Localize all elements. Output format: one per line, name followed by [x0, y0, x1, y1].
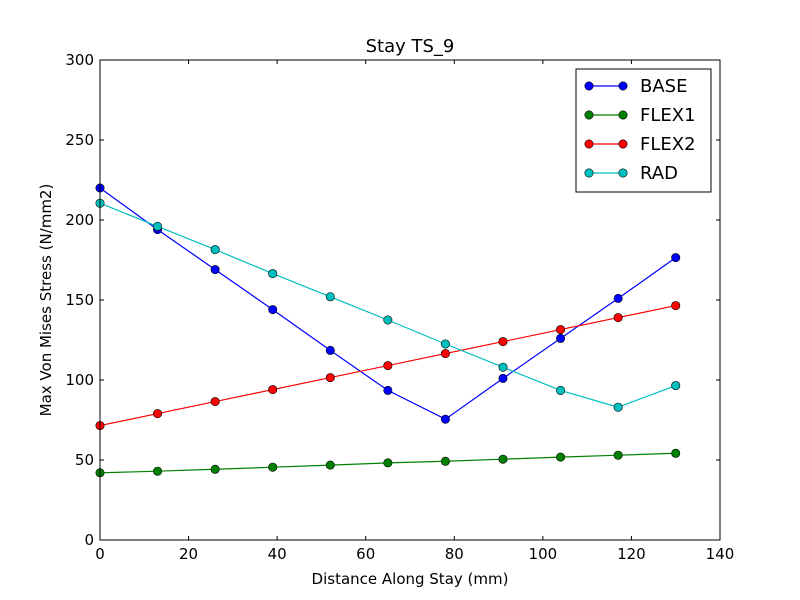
- x-tick-label: 20: [179, 545, 198, 563]
- legend-marker-rad: [584, 168, 594, 178]
- y-tick-label: 100: [65, 371, 94, 389]
- legend-marker-base: [618, 81, 628, 91]
- legend-label-base: BASE: [640, 76, 687, 97]
- data-point-base: [440, 414, 450, 424]
- chart-title: Stay TS_9: [366, 36, 455, 57]
- data-point-rad: [383, 315, 393, 325]
- x-tick-label: 60: [356, 545, 375, 563]
- series-layer: [95, 183, 681, 478]
- data-point-base: [498, 373, 508, 383]
- y-tick-label: 200: [65, 211, 94, 229]
- legend-marker-flex1: [584, 110, 594, 120]
- y-tick-label: 300: [65, 51, 94, 69]
- y-axis: 0 50 100 150 200 250 300: [65, 51, 720, 549]
- data-point-flex2: [153, 409, 163, 419]
- y-tick-label: 250: [65, 131, 94, 149]
- data-point-base: [613, 293, 623, 303]
- data-point-flex2: [671, 301, 681, 311]
- data-point-flex1: [498, 454, 508, 464]
- y-axis-label: Max Von Mises Stress (N/mm2): [37, 184, 55, 417]
- data-point-flex2: [613, 313, 623, 323]
- y-tick-label: 150: [65, 291, 94, 309]
- legend-label-flex1: FLEX1: [640, 105, 696, 126]
- data-point-flex2: [210, 397, 220, 407]
- data-point-base: [671, 253, 681, 263]
- data-point-flex2: [268, 385, 278, 395]
- data-point-rad: [325, 292, 335, 302]
- x-axis-label: Distance Along Stay (mm): [312, 570, 509, 588]
- data-point-rad: [153, 221, 163, 231]
- data-point-flex1: [440, 456, 450, 466]
- x-axis: 0 20 40 60 80 100 120 140: [95, 60, 734, 563]
- data-point-flex1: [153, 466, 163, 476]
- data-point-rad: [268, 269, 278, 279]
- x-tick-label: 40: [268, 545, 287, 563]
- legend-marker-base: [584, 81, 594, 91]
- y-tick-label: 50: [75, 451, 94, 469]
- legend-marker-flex2: [584, 139, 594, 149]
- data-point-flex2: [498, 337, 508, 347]
- data-point-rad: [556, 385, 566, 395]
- data-point-flex1: [671, 448, 681, 458]
- data-point-base: [325, 345, 335, 355]
- data-point-base: [383, 385, 393, 395]
- legend-marker-flex2: [618, 139, 628, 149]
- data-point-flex2: [440, 349, 450, 359]
- legend-marker-flex1: [618, 110, 628, 120]
- data-point-flex1: [268, 462, 278, 472]
- data-point-flex2: [556, 325, 566, 335]
- y-tick-label: 0: [84, 531, 94, 549]
- data-point-rad: [671, 381, 681, 391]
- x-tick-label: 0: [95, 545, 105, 563]
- data-point-base: [268, 305, 278, 315]
- legend-label-rad: RAD: [640, 163, 678, 184]
- data-point-flex2: [325, 373, 335, 383]
- legend-label-flex2: FLEX2: [640, 134, 696, 155]
- data-point-flex1: [325, 460, 335, 470]
- legend: BASE FLEX1 FLEX2 RAD: [575, 68, 712, 193]
- data-point-base: [556, 333, 566, 343]
- data-point-flex1: [383, 458, 393, 468]
- data-point-rad: [613, 402, 623, 412]
- data-point-flex2: [383, 361, 393, 371]
- data-point-flex1: [613, 450, 623, 460]
- data-point-flex1: [210, 464, 220, 474]
- data-point-flex1: [556, 452, 566, 462]
- data-point-rad: [498, 362, 508, 372]
- x-tick-label: 140: [706, 545, 735, 563]
- x-tick-label: 100: [529, 545, 558, 563]
- x-tick-label: 80: [445, 545, 464, 563]
- data-point-rad: [440, 339, 450, 349]
- data-point-rad: [210, 245, 220, 255]
- data-point-base: [210, 265, 220, 275]
- x-tick-label: 120: [617, 545, 646, 563]
- legend-box: [575, 68, 712, 193]
- legend-marker-rad: [618, 168, 628, 178]
